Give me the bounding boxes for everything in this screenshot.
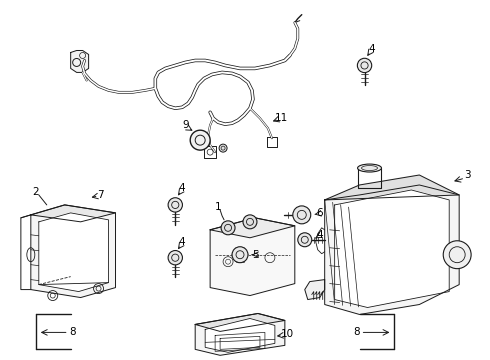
Circle shape bbox=[243, 215, 257, 229]
Ellipse shape bbox=[358, 164, 382, 172]
Polygon shape bbox=[325, 175, 459, 200]
Polygon shape bbox=[210, 218, 295, 238]
Polygon shape bbox=[195, 314, 285, 332]
Polygon shape bbox=[335, 190, 449, 307]
Text: 7: 7 bbox=[97, 190, 104, 200]
Text: 4: 4 bbox=[179, 183, 186, 193]
Circle shape bbox=[293, 206, 311, 224]
Circle shape bbox=[168, 198, 182, 212]
Text: 4: 4 bbox=[368, 44, 375, 54]
Text: 6: 6 bbox=[317, 208, 323, 218]
Circle shape bbox=[443, 241, 471, 269]
Text: 4: 4 bbox=[317, 230, 323, 240]
Polygon shape bbox=[325, 185, 459, 315]
Text: 10: 10 bbox=[281, 329, 294, 339]
Polygon shape bbox=[195, 314, 285, 355]
Polygon shape bbox=[31, 205, 116, 298]
Circle shape bbox=[221, 221, 235, 235]
Polygon shape bbox=[205, 319, 275, 352]
Polygon shape bbox=[71, 50, 89, 72]
Polygon shape bbox=[39, 213, 108, 292]
Circle shape bbox=[232, 247, 248, 263]
Text: 1: 1 bbox=[215, 202, 221, 212]
Circle shape bbox=[357, 58, 372, 73]
Polygon shape bbox=[305, 280, 325, 300]
Polygon shape bbox=[210, 218, 295, 296]
Text: 8: 8 bbox=[353, 327, 360, 337]
Text: 4: 4 bbox=[179, 237, 186, 247]
Text: 9: 9 bbox=[182, 120, 189, 130]
Circle shape bbox=[168, 251, 182, 265]
Circle shape bbox=[219, 144, 227, 152]
Circle shape bbox=[298, 233, 312, 247]
Text: 11: 11 bbox=[275, 113, 289, 123]
Circle shape bbox=[190, 130, 210, 150]
Polygon shape bbox=[31, 205, 116, 222]
Text: 2: 2 bbox=[32, 187, 39, 197]
Text: 5: 5 bbox=[253, 250, 259, 260]
Text: 3: 3 bbox=[464, 170, 470, 180]
Text: 8: 8 bbox=[70, 327, 76, 337]
